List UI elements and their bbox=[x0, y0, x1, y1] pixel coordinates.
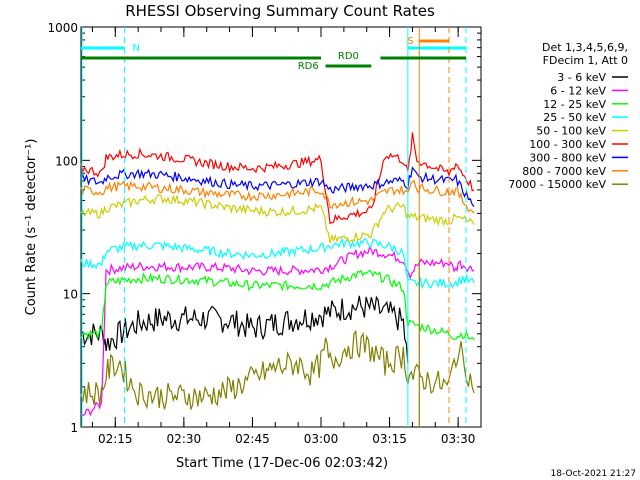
series-line bbox=[80, 193, 475, 244]
series-line bbox=[80, 245, 475, 417]
x-tick-label: 03:30 bbox=[441, 432, 476, 446]
x-axis-ticks: 02:15 02:30 02:45 03:00 03:15 03:30 bbox=[91, 27, 482, 446]
x-tick-label: 03:15 bbox=[372, 432, 407, 446]
legend-entry-label: 800 - 7000 keV bbox=[522, 165, 606, 178]
legend-entry-label: 100 - 300 keV bbox=[529, 138, 606, 151]
chart-title: RHESSI Observing Summary Count Rates bbox=[125, 2, 435, 20]
legend: Det 1,3,4,5,6,9, FDecim 1, Att 0 3 - 6 k… bbox=[508, 41, 628, 191]
legend-entry-label: 7000 - 15000 keV bbox=[508, 178, 606, 191]
generation-timestamp: 18-Oct-2021 21:27 bbox=[551, 469, 636, 479]
series-line bbox=[80, 166, 475, 207]
y-axis-ticks: 1000 100 10 1 bbox=[47, 21, 481, 435]
legend-entry-label: 12 - 25 keV bbox=[543, 98, 606, 111]
night-label: N bbox=[132, 43, 139, 54]
rd6-label: RD6 bbox=[298, 61, 319, 72]
x-axis-label: Start Time (17-Dec-06 02:03:42) bbox=[176, 456, 388, 471]
legend-entry-label: 25 - 50 keV bbox=[543, 111, 606, 124]
legend-entry-label: 3 - 6 keV bbox=[557, 71, 606, 84]
y-tick-label: 100 bbox=[55, 154, 78, 168]
series-layer bbox=[80, 132, 475, 417]
series-line bbox=[80, 179, 475, 214]
x-tick-label: 02:15 bbox=[98, 432, 133, 446]
time-markers: N S RD0 RD6 bbox=[81, 27, 467, 427]
y-axis-label: Count Rate (s⁻¹ detector⁻¹) bbox=[24, 139, 39, 316]
series-line bbox=[80, 132, 475, 225]
y-tick-label: 1 bbox=[70, 421, 78, 435]
x-tick-label: 02:45 bbox=[235, 432, 270, 446]
x-tick-label: 03:00 bbox=[304, 432, 339, 446]
x-tick-label: 02:30 bbox=[167, 432, 202, 446]
saa-label: S bbox=[407, 36, 413, 47]
series-line bbox=[80, 295, 409, 364]
legend-entry-label: 50 - 100 keV bbox=[536, 125, 606, 138]
plot-frame bbox=[80, 26, 482, 428]
legend-header-line-2: FDecim 1, Att 0 bbox=[543, 54, 628, 67]
legend-header-line-1: Det 1,3,4,5,6,9, bbox=[542, 41, 628, 54]
y-tick-label: 10 bbox=[63, 288, 78, 302]
y-tick-label: 1000 bbox=[47, 21, 78, 35]
legend-entry-label: 6 - 12 keV bbox=[550, 84, 606, 97]
rd0-label: RD0 bbox=[338, 51, 359, 62]
series-line bbox=[80, 329, 475, 410]
legend-entry-label: 300 - 800 keV bbox=[529, 151, 606, 164]
